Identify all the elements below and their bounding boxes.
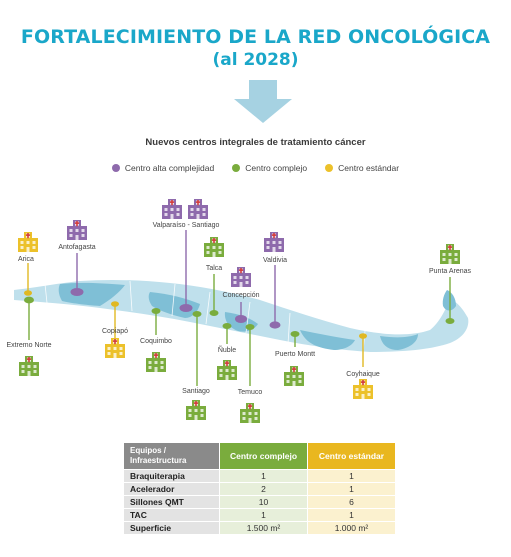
nuble-complex-center-icon [217, 360, 237, 380]
dot-nuble [222, 323, 232, 329]
dot-coyhaique [359, 333, 367, 339]
label-nuble: Ñuble [218, 345, 236, 354]
header-equipment: Equipos / Infraestructura [123, 442, 220, 470]
label-punta-arenas: Punta Arenas [429, 268, 472, 275]
header-complex-center: Centro complejo [219, 442, 308, 470]
dot-talca [209, 310, 219, 316]
copiapo-standard-center-icon [105, 338, 125, 358]
cell-complex: 1 [219, 469, 308, 483]
down-arrow-icon [234, 80, 292, 123]
table-row: Sillones QMT 10 6 [123, 495, 396, 509]
row-label: Superficie [123, 521, 220, 535]
label-extremo-norte: Extremo Norte [6, 342, 51, 349]
cell-complex: 1.500 m² [219, 521, 308, 535]
table-row: TAC 1 1 [123, 508, 396, 522]
table-row: Acelerador 2 1 [123, 482, 396, 496]
legend: Centro alta complejidad Centro complejo … [0, 163, 511, 173]
dot-valparaiso-santiago [179, 304, 193, 312]
puerto-montt-complex-center-icon [284, 366, 304, 386]
concepcion-high-complexity-center-icon [231, 267, 251, 287]
label-santiago: Santiago [182, 388, 210, 395]
punta-arenas-complex-center-icon [440, 244, 460, 264]
row-label: Braquiterapia [123, 469, 220, 483]
legend-label: Centro estándar [338, 163, 400, 173]
dot-punta-arenas [445, 318, 455, 324]
page-title: FORTALECIMIENTO DE LA RED ONCOLÓGICA [20, 26, 491, 48]
temuco-complex-center-icon [240, 403, 260, 423]
header-standard-center: Centro estándar [307, 442, 396, 470]
label-valdivia: Valdivia [263, 257, 287, 264]
row-label: TAC [123, 508, 220, 522]
cell-complex: 10 [219, 495, 308, 509]
valparaiso-high-complexity-center-icon [162, 199, 182, 219]
coyhaique-standard-center-icon [353, 379, 373, 399]
green-dot-icon [232, 164, 241, 172]
dot-arica [24, 290, 32, 296]
legend-item-high-complexity: Centro alta complejidad [111, 163, 215, 173]
label-temuco: Temuco [238, 389, 263, 396]
label-antofagasta: Antofagasta [58, 244, 95, 251]
row-label: Sillones QMT [123, 495, 220, 509]
dot-temuco [245, 324, 255, 330]
legend-label: Centro alta complejidad [124, 163, 215, 173]
cell-standard: 1 [307, 508, 396, 522]
legend-item-complex: Centro complejo [232, 163, 307, 173]
label-copiapo: Copiapó [102, 328, 128, 335]
purple-dot-icon [111, 164, 120, 172]
label-valparaiso-santiago: Valparaíso - Santiago [153, 222, 220, 229]
label-coquimbo: Coquimbo [140, 338, 172, 345]
dot-santiago [192, 311, 202, 317]
antofagasta-high-complexity-center-icon [67, 220, 87, 240]
page-title-year: (al 2028) [212, 50, 299, 70]
label-coyhaique: Coyhaique [346, 371, 380, 378]
label-puerto-montt: Puerto Montt [275, 351, 315, 358]
cell-standard: 1 [307, 482, 396, 496]
valdivia-high-complexity-center-icon [264, 232, 284, 252]
cell-standard: 1.000 m² [307, 521, 396, 535]
dot-valdivia [269, 321, 281, 329]
santiago-complex-center-icon [186, 400, 206, 420]
dot-antofagasta [70, 288, 84, 296]
dot-extremo-norte [24, 296, 34, 304]
legend-label: Centro complejo [245, 163, 308, 173]
cell-complex: 1 [219, 508, 308, 522]
table-header-row: Equipos / Infraestructura Centro complej… [123, 442, 396, 470]
cell-standard: 1 [307, 469, 396, 483]
table-row: Superficie 1.500 m² 1.000 m² [123, 521, 396, 535]
map-subtitle: Nuevos centros integrales de tratamiento… [145, 137, 366, 148]
cell-complex: 2 [219, 482, 308, 496]
label-arica: Arica [18, 256, 34, 263]
table-row: Braquiterapia 1 1 [123, 469, 396, 483]
talca-complex-center-icon [204, 237, 224, 257]
dot-copiapo [111, 301, 119, 307]
dot-coquimbo [151, 308, 161, 314]
cell-standard: 6 [307, 495, 396, 509]
coquimbo-complex-center-icon [146, 352, 166, 372]
santiago-high-complexity-center-icon [188, 199, 208, 219]
extremo-norte-complex-center-icon [19, 356, 39, 376]
legend-item-standard: Centro estándar [325, 163, 399, 173]
dot-concepcion [235, 315, 247, 323]
label-talca: Talca [206, 265, 222, 272]
row-label: Acelerador [123, 482, 220, 496]
equipment-table: Equipos / Infraestructura Centro complej… [123, 442, 396, 535]
arica-standard-center-icon [18, 232, 38, 252]
dot-puerto-montt [290, 331, 300, 337]
label-concepcion: Concepción [223, 292, 260, 299]
yellow-dot-icon [325, 164, 334, 172]
